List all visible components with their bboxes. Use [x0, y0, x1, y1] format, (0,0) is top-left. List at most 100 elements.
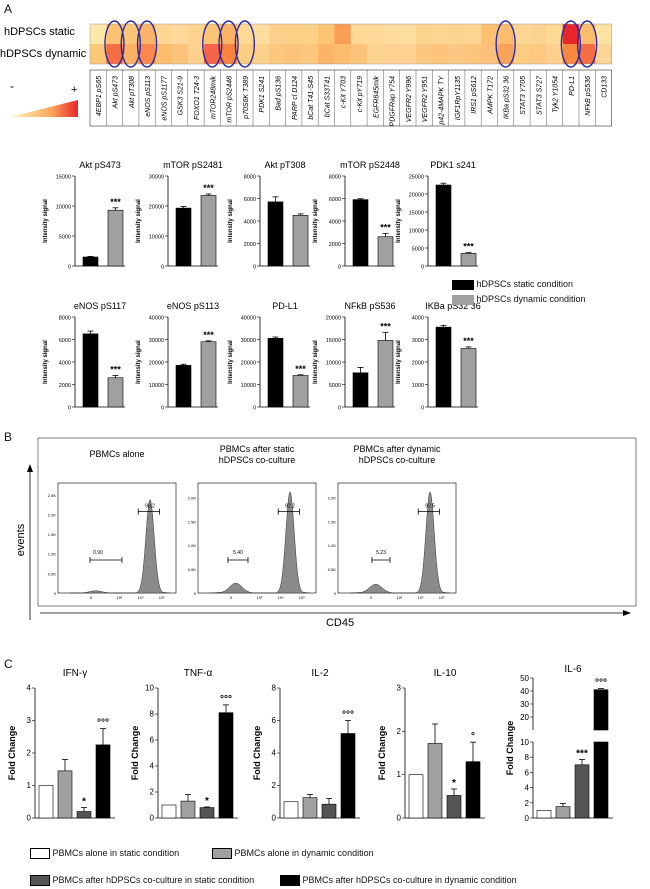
heatmap-column-label: STAT3 S727 — [536, 75, 543, 115]
chart-title: PD-L1 — [272, 301, 298, 311]
bar — [460, 253, 477, 267]
y-tick-label: 0 — [338, 406, 341, 412]
heatmap-highlight-ellipse — [120, 20, 141, 68]
bar — [574, 764, 590, 819]
y-tick-label: 40000 — [241, 316, 256, 322]
y-arrow-head — [27, 464, 33, 472]
flow-y-tick: 2.0K — [188, 495, 197, 500]
bar-chart: IL-10 0 1 2 3 Fold Change * ° — [377, 668, 485, 823]
significance-marker: *** — [576, 748, 588, 759]
heatmap-cell-static — [383, 24, 400, 44]
y-tick-label: 1000 — [412, 383, 424, 389]
heatmap-cell-static — [187, 24, 205, 44]
bar — [218, 712, 234, 819]
chart-title: IL-10 — [434, 668, 457, 679]
y-tick-label: 0 — [272, 814, 277, 823]
y-tick-label: 0 — [27, 814, 32, 823]
heatmap-cell-dynamic — [481, 44, 498, 64]
chart-title: IFN-γ — [63, 668, 87, 679]
bar — [446, 795, 462, 819]
significance-marker: * — [452, 778, 456, 789]
y-tick-label: 0 — [397, 814, 402, 823]
heatmap-highlight-ellipse — [234, 20, 256, 68]
scale-minus-label: - — [10, 79, 14, 93]
heatmap-cell-dynamic — [367, 44, 384, 64]
y-tick-label: 10000 — [241, 383, 256, 389]
flow-title: hDPSCs co-culture — [219, 455, 296, 465]
significance-marker: *** — [203, 330, 214, 340]
y-tick-label: 30 — [520, 700, 529, 709]
heatmap-cell-static — [334, 24, 352, 44]
heatmap-cell-dynamic — [383, 44, 400, 64]
y-tick-label: 10000 — [149, 383, 164, 389]
bar-chart: mTOR pS2481 0 10000 20000 30000 Intensity sig… — [136, 160, 223, 271]
y-tick-label: 6000 — [244, 197, 256, 203]
heatmap-cell-dynamic — [562, 44, 580, 64]
y-tick-label: 2 — [272, 781, 277, 790]
flow-histogram-curve — [209, 491, 311, 594]
flow-cytometry-panel: events CD45 PBMCs alone 0 0.5K 1.0K 1.5K 2.0K 2.… — [15, 437, 637, 629]
y-tick-label: 10 — [520, 738, 529, 747]
heatmap-cell-dynamic — [416, 44, 433, 64]
heatmap-cell-dynamic — [318, 44, 335, 64]
significance-marker: *** — [380, 222, 391, 232]
heatmap-cell-dynamic — [546, 44, 563, 64]
y-tick-label: 25000 — [409, 175, 424, 181]
chart-title: eNOS pS113 — [167, 301, 219, 311]
heatmap-column-label: PDK1 S241 — [259, 76, 266, 113]
y-tick-label: 0 — [161, 265, 164, 271]
flow-title: PBMCs after dynamic — [353, 444, 441, 454]
heatmap-cell-dynamic — [399, 44, 417, 64]
bar-chart: TNF-α 0 2 4 6 8 10 Fold Change * °°° — [130, 668, 238, 823]
y-tick-label: 1 — [397, 770, 402, 779]
bar — [408, 774, 424, 819]
heatmap-cell-static — [399, 24, 417, 44]
flow-plot-box — [337, 482, 457, 594]
y-tick-label: 8000 — [329, 175, 341, 181]
heatmap-column-label: IKBa pS32 36 — [504, 76, 511, 119]
heatmap-column-label: p42-4MAPK TY — [438, 75, 445, 126]
bar — [536, 810, 552, 819]
y-tick-label: 6000 — [329, 197, 341, 203]
heatmap-cell-dynamic — [187, 44, 205, 64]
bar-chart-il6: IL-6 20 30 40 50 0 2 4 6 8 10 Fold Change *** °°° — [505, 664, 613, 823]
bar-chart: PD-L1 0 10000 20000 30000 40000 Intensity sign… — [228, 301, 310, 412]
heatmap-cell-static — [269, 24, 286, 44]
significance-marker: *** — [295, 364, 306, 374]
y-tick-label: 15000 — [326, 338, 341, 344]
bar — [377, 236, 394, 267]
flow-x-tick: 10⁵ — [159, 595, 165, 600]
bar — [107, 209, 124, 267]
flow-y-tick: 0.5K — [188, 567, 197, 572]
flow-y-tick: 0 — [194, 591, 197, 596]
heatmap-cell-static — [155, 24, 172, 44]
heatmap-cell-static — [546, 24, 563, 44]
bar-upper — [593, 689, 609, 731]
y-tick-label: 30000 — [149, 338, 164, 344]
bar — [283, 801, 299, 819]
gate-low-label: 0.90 — [93, 550, 103, 556]
bar-chart: IFN-γ 0 1 2 3 4 Fold Change * °°° — [7, 668, 115, 823]
bar-chart: NFkB pS536 0 5000 10000 15000 20000 Intensity … — [313, 301, 396, 412]
panel-label-b: B — [4, 430, 13, 444]
heatmap-column-label: eNOS pS113 — [145, 76, 152, 117]
heatmap-cell-dynamic — [285, 44, 303, 64]
heatmap-cell-dynamic — [432, 44, 449, 64]
legend-swatch-static — [452, 279, 474, 290]
y-tick-label: 6 — [272, 716, 277, 725]
flow-y-tick: 0.5K — [328, 567, 337, 572]
y-tick-label: 10 — [145, 684, 154, 693]
y-tick-label: 2 — [27, 749, 32, 758]
flow-y-tick: 1.5K — [328, 519, 337, 524]
legend-swatch-coculture-dynamic — [280, 875, 300, 887]
heatmap-column-label: PD-L1 — [569, 76, 576, 96]
heatmap-cell-static — [432, 24, 449, 44]
heatmap-cell-static — [285, 24, 303, 44]
flow-title: PBMCs alone — [89, 449, 144, 459]
flow-y-tick: 0.5K — [48, 571, 57, 576]
heatmap-column-label: c-Kit pY719 — [357, 76, 364, 112]
y-tick-label: 8000 — [244, 175, 256, 181]
flow-y-tick: 2.5K — [48, 493, 57, 498]
y-tick-label: 6000 — [59, 338, 71, 344]
